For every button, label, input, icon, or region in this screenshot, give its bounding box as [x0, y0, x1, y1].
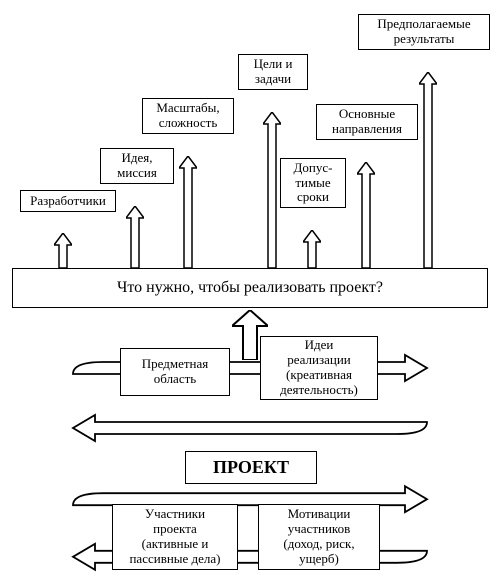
upper-loop [55, 348, 445, 448]
box-motivation: Мотивацииучастников(доход, риск,ущерб) [258, 504, 380, 570]
box-goals: Цели изадачи [238, 54, 308, 90]
box-domain: Предметнаяобласть [120, 348, 230, 396]
box-devs: Разработчики [20, 190, 116, 212]
box-impl: Идеиреализации(креативнаядеятельность) [260, 336, 378, 400]
up-arrow [126, 206, 144, 268]
up-arrow [419, 72, 437, 268]
up-arrow [179, 156, 197, 268]
box-dirs: Основныенаправления [316, 104, 418, 140]
up-arrow [357, 162, 375, 268]
box-results: Предполагаемыерезультаты [358, 14, 490, 50]
up-arrow [54, 233, 72, 268]
box-project: ПРОЕКТ [185, 451, 317, 484]
box-central: Что нужно, чтобы реализовать проект? [12, 268, 488, 308]
up-arrow [263, 112, 281, 268]
box-deadlines: Допус-тимыесроки [280, 158, 346, 208]
box-idea: Идея,миссия [100, 148, 174, 184]
diagram-canvas: Что нужно, чтобы реализовать проект? Разр… [0, 0, 500, 578]
up-arrow [303, 230, 321, 268]
box-participants: Участникипроекта(активные ипассивные дел… [112, 504, 238, 570]
box-scale: Масштабы,сложность [142, 98, 234, 134]
